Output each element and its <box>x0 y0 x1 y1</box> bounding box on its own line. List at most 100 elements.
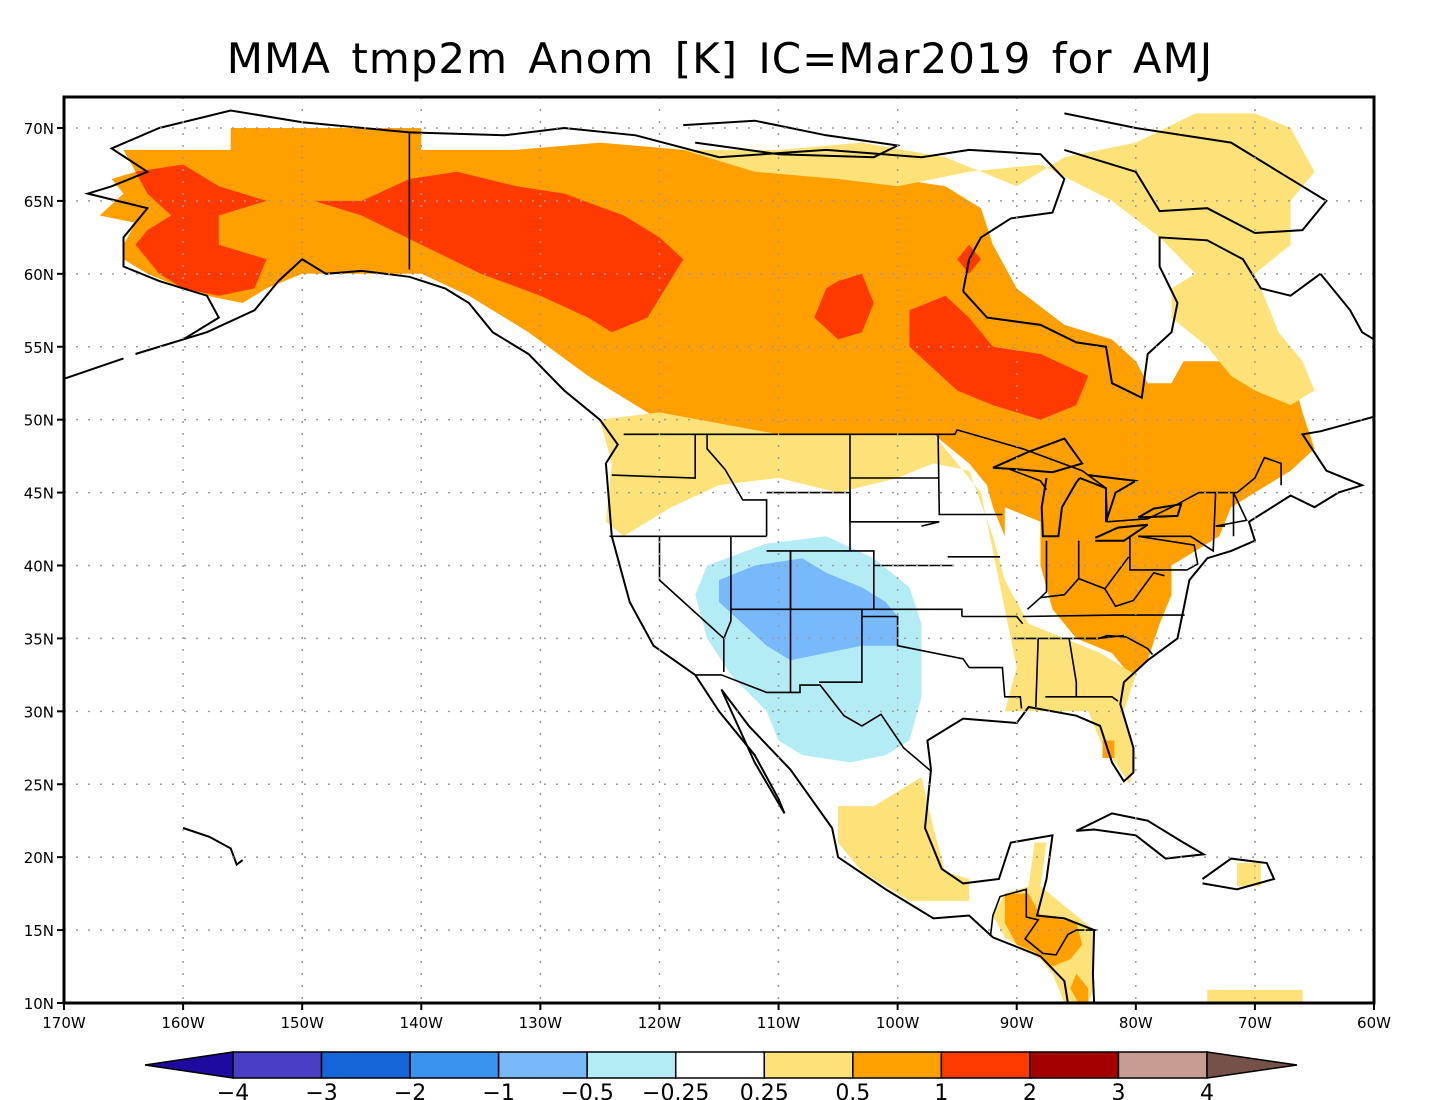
state-fl-north <box>1045 695 1119 702</box>
axis-ticks: 170W 160W 150W 140W 130W 120W 110W 100W 90W 80W 70… <box>24 120 1391 1032</box>
state-wa-or <box>611 434 697 479</box>
x-tick-label: 80W <box>1119 1014 1153 1032</box>
state-ms-al <box>1035 638 1039 708</box>
colorbar-label: 2 <box>1023 1081 1037 1100</box>
state-mn-east <box>937 434 1003 516</box>
y-tick-label: 45N <box>24 485 54 503</box>
colorbar-label: −0.5 <box>560 1081 613 1100</box>
colorbar-arrow-high <box>1206 1051 1298 1079</box>
x-tick-label: 140W <box>400 1014 444 1032</box>
colorbar-box-1 <box>320 1051 411 1079</box>
colorbar-box-6 <box>763 1051 854 1079</box>
colorbar-label: 4 <box>1200 1081 1214 1100</box>
plot-frame <box>62 95 1376 1005</box>
great-lakes-michigan <box>1040 477 1081 538</box>
colorbar-label: −3 <box>305 1081 337 1100</box>
west-coast <box>527 353 1069 1003</box>
colorbar-label: 0.25 <box>740 1081 789 1100</box>
state-ks-ok <box>873 608 963 617</box>
region-saskatchewan-hot <box>814 273 874 340</box>
colorbar-box-8 <box>940 1051 1031 1079</box>
state-wi-mi <box>1009 468 1048 491</box>
region-yukon-nwt-hot <box>314 171 684 333</box>
x-tick-label: 130W <box>519 1014 563 1032</box>
state-il-in <box>1039 540 1048 599</box>
region-nicaragua-costa-rica-hot <box>1070 973 1089 1003</box>
state-ok-tx <box>861 615 970 669</box>
y-tick-label: 15N <box>24 922 54 940</box>
coastlines <box>64 109 1374 1003</box>
cuba <box>1075 812 1207 860</box>
colorbar-label: 3 <box>1111 1081 1125 1100</box>
colorbar-label: 1 <box>934 1081 948 1100</box>
colorbar-box-2 <box>409 1051 500 1079</box>
y-tick-label: 65N <box>24 193 54 211</box>
great-lakes-ontario <box>1137 502 1183 519</box>
region-arctic-fringe-warm <box>683 113 1315 406</box>
state-co <box>790 550 875 611</box>
colorbar-box-10 <box>1117 1051 1208 1079</box>
region-hispaniola-warm <box>1237 863 1261 887</box>
state-sd-ne <box>850 520 940 527</box>
state-tn-ky <box>1022 614 1185 618</box>
y-tick-label: 20N <box>24 849 54 867</box>
state-al-ga <box>1068 638 1078 697</box>
region-alaska-hot <box>135 164 267 296</box>
region-alaska-canada-warm <box>99 128 1315 675</box>
colorbar-label: −2 <box>394 1081 426 1100</box>
state-wv-va <box>1104 571 1165 608</box>
aleutians <box>64 357 124 380</box>
x-tick-label: 110W <box>757 1014 801 1032</box>
us-canada-border <box>623 428 1282 523</box>
colorbar-box-4 <box>586 1051 677 1079</box>
hudson-bay <box>962 236 1321 400</box>
state-pa <box>1129 535 1199 571</box>
central-america-borders <box>989 888 1098 956</box>
colorbar-label: −4 <box>217 1081 249 1100</box>
y-tick-label: 55N <box>24 339 54 357</box>
y-tick-label: 35N <box>24 630 54 648</box>
state-mo-ar <box>961 615 1024 625</box>
state-ohio-river <box>1026 556 1130 610</box>
colorbar-arrow-low <box>144 1051 234 1079</box>
x-tick-label: 120W <box>638 1014 682 1032</box>
state-ut-co <box>730 550 792 611</box>
x-tick-label: 100W <box>876 1014 920 1032</box>
y-tick-label: 40N <box>24 558 54 576</box>
x-tick-label: 170W <box>42 1014 86 1032</box>
state-ca-nv <box>658 536 725 672</box>
colorbar-box-3 <box>497 1051 588 1079</box>
alaska-coast <box>84 109 530 355</box>
y-tick-label: 30N <box>24 703 54 721</box>
state-nm-tx <box>819 609 863 684</box>
y-tick-label: 25N <box>24 776 54 794</box>
region-south-america-warm <box>1207 989 1303 1003</box>
colorbar-box-7 <box>852 1051 943 1079</box>
colorbar-box-0 <box>232 1051 323 1079</box>
region-manitoba-hudson-hot <box>909 295 1089 420</box>
state-ny-north <box>1138 492 1217 553</box>
y-tick-label: 50N <box>24 412 54 430</box>
region-central-america-hot <box>1004 893 1083 967</box>
colorbar-box-5 <box>674 1051 766 1079</box>
colorbar-label: −1 <box>482 1081 514 1100</box>
hispaniola <box>1201 857 1276 891</box>
great-lakes-huron <box>1079 474 1139 523</box>
state-ar-la <box>969 666 1023 709</box>
y-tick-label: 60N <box>24 266 54 284</box>
us-mexico-border <box>695 674 932 772</box>
y-tick-label: 10N <box>24 995 54 1013</box>
region-mexico-warm <box>838 777 970 901</box>
x-tick-label: 60W <box>1357 1014 1391 1032</box>
colorbar-box-9 <box>1029 1051 1120 1079</box>
colorbar: −4 −3 −2 −1 −0.5 −0.25 0.25 0.5 1 2 3 4 <box>144 1051 1298 1100</box>
hawaii <box>182 827 244 867</box>
state-id-mt <box>706 434 768 537</box>
anomaly-regions <box>99 113 1315 1003</box>
hudson-west <box>409 126 1066 292</box>
region-pacific-nw-warm <box>599 412 1136 785</box>
x-tick-label: 160W <box>161 1014 205 1032</box>
state-nv-ut-az <box>723 536 732 639</box>
colorbar-label: 0.5 <box>835 1081 870 1100</box>
colorbar-label: −0.25 <box>642 1081 709 1100</box>
